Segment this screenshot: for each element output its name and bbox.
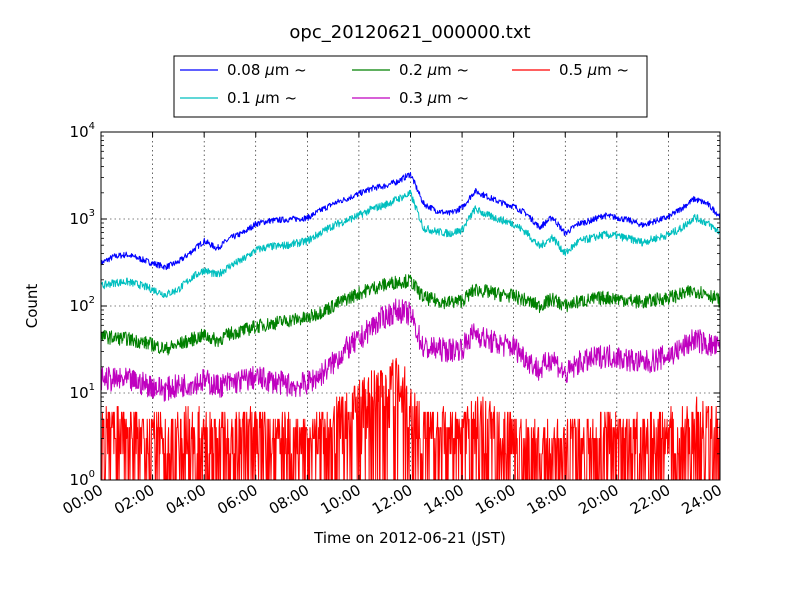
series-layer (101, 171, 720, 480)
legend-label: 0.2 μm ~ (399, 61, 469, 79)
legend-label: 0.1 μm ~ (227, 89, 297, 107)
legend-label: 0.3 μm ~ (399, 89, 469, 107)
chart-title: opc_20120621_000000.txt (289, 22, 530, 43)
legend-label: 0.08 μm ~ (227, 61, 307, 79)
legend-frame (173, 55, 648, 118)
x-axis-label: Time on 2012-06-21 (JST) (313, 529, 506, 547)
series-line (101, 189, 720, 298)
series-line (101, 298, 720, 402)
series-line (101, 274, 720, 356)
legend: 0.08 μm ~ 0.1 μm ~ 0.2 μm ~ 0.3 μm ~ 0.5 μm … (173, 55, 648, 118)
y-axis-label: Count (23, 284, 41, 329)
series-line (101, 171, 720, 271)
series-line (101, 357, 720, 480)
legend-label: 0.5 μm ~ (559, 61, 629, 79)
